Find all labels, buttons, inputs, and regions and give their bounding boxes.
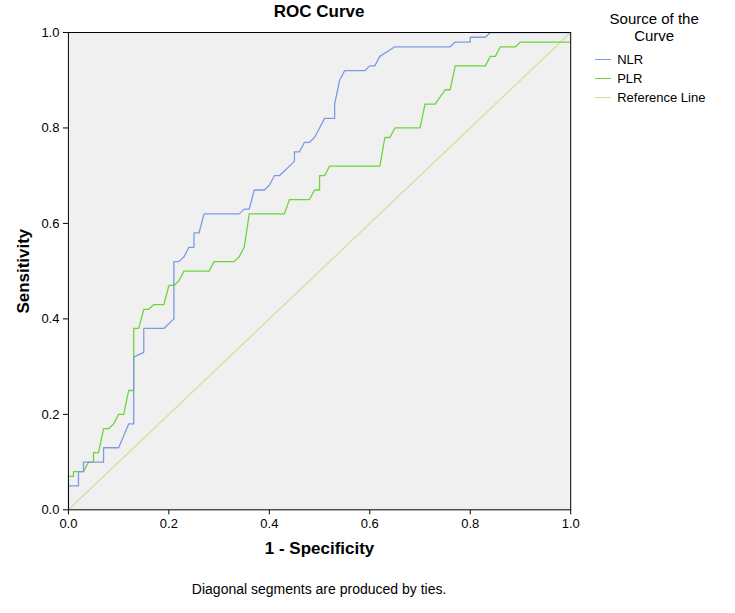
- svg-text:1.0: 1.0: [562, 516, 580, 531]
- svg-text:0.2: 0.2: [160, 516, 178, 531]
- svg-text:Sensitivity: Sensitivity: [14, 228, 33, 313]
- html-text:ROC Curve: ROC Curve: [273, 2, 365, 21]
- svg-text:1.0: 1.0: [41, 25, 59, 40]
- html-text:PLR: PLR: [617, 71, 643, 86]
- svg-text:0.8: 0.8: [461, 516, 479, 531]
- svg-text:0.6: 0.6: [361, 516, 379, 531]
- html-text:NLR: NLR: [617, 52, 644, 67]
- svg-text:1 - Specificity: 1 - Specificity: [265, 539, 375, 558]
- html-text:Source of the Curve: Source of the Curve: [609, 10, 699, 44]
- html-text:Diagonal segments are produced: Diagonal segments are produced by ties.: [191, 581, 447, 598]
- svg-text:0.0: 0.0: [59, 516, 77, 531]
- svg-text:0.4: 0.4: [41, 311, 59, 326]
- svg-text:0.2: 0.2: [41, 407, 59, 422]
- html-text:Reference Line: Reference Line: [617, 90, 706, 105]
- svg-text:0.6: 0.6: [41, 216, 59, 231]
- svg-text:0.0: 0.0: [41, 502, 59, 517]
- svg-text:0.8: 0.8: [41, 120, 59, 135]
- svg-text:0.4: 0.4: [260, 516, 278, 531]
